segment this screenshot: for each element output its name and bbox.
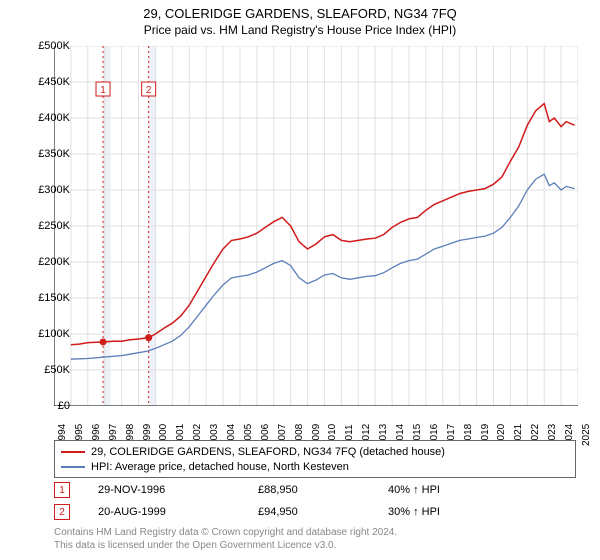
chart-plot-area: 12 — [54, 46, 578, 406]
annotation-marker: 1 — [54, 482, 70, 498]
footer-line: Contains HM Land Registry data © Crown c… — [54, 526, 397, 539]
chart-svg: 12 — [54, 46, 578, 406]
annotation-date: 20-AUG-1999 — [98, 506, 258, 518]
y-axis-tick-label: £400K — [38, 112, 70, 124]
y-axis-tick-label: £150K — [38, 292, 70, 304]
annotation-marker: 2 — [54, 504, 70, 520]
svg-text:2: 2 — [146, 85, 152, 96]
y-axis-tick-label: £450K — [38, 76, 70, 88]
annotation-price: £94,950 — [258, 506, 388, 518]
svg-text:1: 1 — [100, 85, 106, 96]
footer-line: This data is licensed under the Open Gov… — [54, 539, 397, 552]
x-axis-tick-label: 2025 — [581, 424, 592, 446]
y-axis-tick-label: £350K — [38, 148, 70, 160]
y-axis-tick-label: £200K — [38, 256, 70, 268]
annotation-row: 1 29-NOV-1996 £88,950 40% ↑ HPI — [54, 480, 578, 500]
chart-subtitle: Price paid vs. HM Land Registry's House … — [0, 21, 600, 37]
legend: 29, COLERIDGE GARDENS, SLEAFORD, NG34 7F… — [54, 440, 576, 478]
legend-swatch — [61, 451, 85, 453]
annotation-delta: 40% ↑ HPI — [388, 484, 508, 496]
legend-item: 29, COLERIDGE GARDENS, SLEAFORD, NG34 7F… — [61, 444, 569, 459]
y-axis-tick-label: £500K — [38, 40, 70, 52]
chart-title: 29, COLERIDGE GARDENS, SLEAFORD, NG34 7F… — [0, 0, 600, 21]
legend-swatch — [61, 466, 85, 468]
annotation-delta: 30% ↑ HPI — [388, 506, 508, 518]
annotation-date: 29-NOV-1996 — [98, 484, 258, 496]
annotation-price: £88,950 — [258, 484, 388, 496]
legend-label: HPI: Average price, detached house, Nort… — [91, 461, 349, 473]
annotation-row: 2 20-AUG-1999 £94,950 30% ↑ HPI — [54, 502, 578, 522]
legend-item: HPI: Average price, detached house, Nort… — [61, 459, 569, 474]
chart-footer: Contains HM Land Registry data © Crown c… — [54, 526, 397, 552]
y-axis-tick-label: £250K — [38, 220, 70, 232]
y-axis-tick-label: £100K — [38, 328, 70, 340]
legend-label: 29, COLERIDGE GARDENS, SLEAFORD, NG34 7F… — [91, 446, 445, 458]
y-axis-tick-label: £300K — [38, 184, 70, 196]
chart-container: { "title": "29, COLERIDGE GARDENS, SLEAF… — [0, 0, 600, 560]
y-axis-tick-label: £50K — [44, 364, 70, 376]
y-axis-tick-label: £0 — [58, 400, 70, 412]
